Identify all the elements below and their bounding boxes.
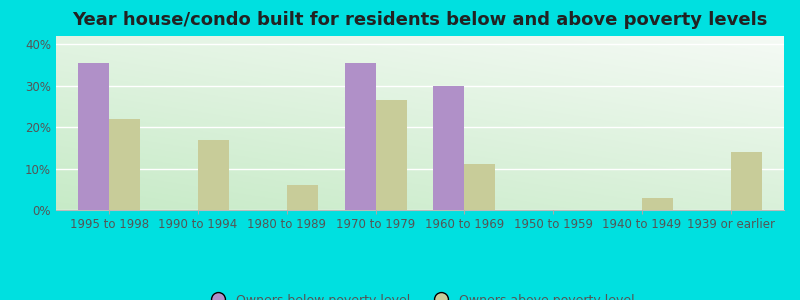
Bar	[110, 119, 140, 210]
Bar	[730, 152, 762, 210]
Bar	[198, 140, 229, 210]
Bar	[78, 63, 110, 210]
Bar	[376, 100, 406, 210]
Bar	[464, 164, 495, 210]
Bar	[434, 86, 464, 210]
Bar	[642, 198, 673, 210]
Bar	[345, 63, 376, 210]
Bar	[287, 185, 318, 210]
Title: Year house/condo built for residents below and above poverty levels: Year house/condo built for residents bel…	[72, 11, 768, 29]
Legend: Owners below poverty level, Owners above poverty level: Owners below poverty level, Owners above…	[201, 289, 639, 300]
